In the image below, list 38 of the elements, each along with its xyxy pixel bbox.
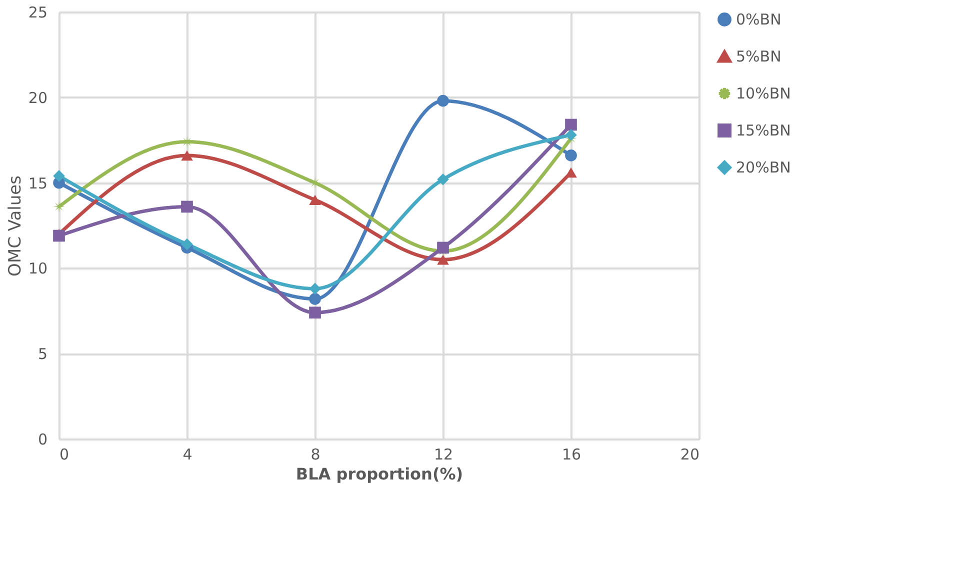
point	[309, 293, 321, 305]
point	[309, 306, 321, 319]
point	[53, 170, 65, 182]
x-axis-title: BLA proportion(%)	[296, 464, 464, 484]
x-tick-label: 20	[680, 446, 700, 464]
point	[437, 94, 449, 107]
point	[565, 167, 577, 178]
legend-label: 0%BN	[736, 10, 782, 28]
point	[309, 194, 321, 206]
y-tick-label: 20	[28, 88, 48, 107]
point	[565, 150, 577, 162]
point	[309, 176, 321, 189]
legend-label: 5%BN	[736, 48, 782, 66]
point	[437, 254, 449, 265]
x-tick-label: 16	[562, 446, 582, 464]
x-tick-label: 8	[310, 446, 320, 464]
legend-label: 15%BN	[736, 122, 791, 140]
y-tick-label: 25	[28, 4, 48, 22]
point	[565, 129, 577, 141]
y-tick-label: 5	[38, 345, 48, 364]
point	[53, 230, 65, 242]
x-tick-label: 12	[434, 446, 454, 464]
point	[309, 282, 321, 295]
point	[437, 173, 449, 186]
point	[181, 150, 193, 161]
y-axis-title: OMC Values	[5, 175, 26, 276]
y-tick-label: 15	[28, 174, 48, 192]
legend-label: 10%BN	[736, 84, 791, 102]
point	[181, 238, 193, 250]
x-tick-label: 4	[182, 446, 192, 464]
point	[437, 242, 449, 254]
point	[565, 118, 577, 131]
legend-label: 20%BN	[736, 158, 791, 176]
point	[181, 200, 193, 213]
point	[53, 200, 65, 213]
x-tick-label: 0	[60, 446, 70, 464]
y-tick-label: 0	[38, 430, 48, 448]
y-tick-label: 10	[28, 260, 48, 278]
